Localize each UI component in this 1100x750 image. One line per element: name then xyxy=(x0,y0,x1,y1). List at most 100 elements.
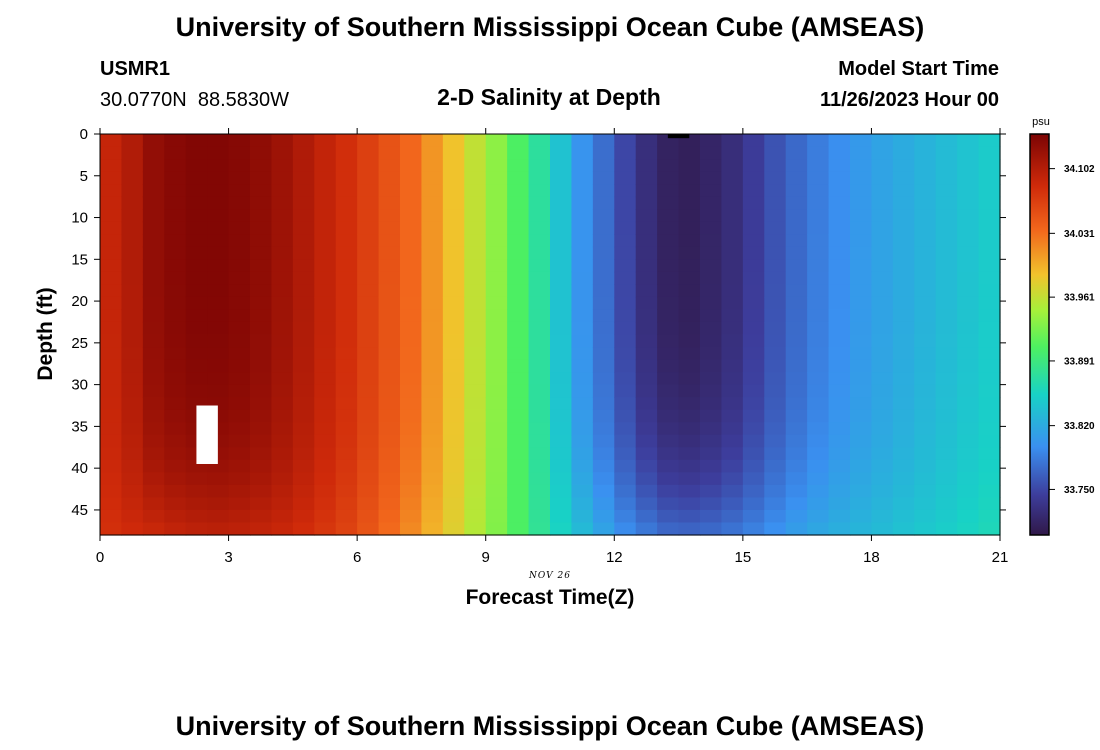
heatmap-cell xyxy=(357,284,380,298)
heatmap-cell xyxy=(764,246,787,260)
heatmap-cell xyxy=(507,146,530,160)
heatmap-cell xyxy=(678,409,701,423)
missing-data-regions xyxy=(196,134,690,464)
heatmap-cell xyxy=(764,372,787,386)
heatmap-cell xyxy=(507,359,530,373)
heatmap-cell xyxy=(271,146,294,160)
heatmap-cell xyxy=(914,309,937,323)
heatmap-cell xyxy=(485,209,508,223)
heatmap-cell xyxy=(292,209,315,223)
heatmap-cell xyxy=(250,334,273,348)
colorbar-ticks: 34.102 34.031 33.961 33.891 33.820 33.750 xyxy=(1049,164,1095,496)
heatmap-cell xyxy=(485,497,508,511)
heatmap-cell xyxy=(485,372,508,386)
heatmap-cell xyxy=(978,309,1001,323)
heatmap-cell xyxy=(250,259,273,273)
heatmap-cell xyxy=(935,359,958,373)
heatmap-cell xyxy=(185,522,208,536)
heatmap-cell xyxy=(185,296,208,311)
heatmap-cell xyxy=(142,422,165,436)
heatmap-cell xyxy=(507,422,530,436)
heatmap-cell xyxy=(528,409,551,423)
heatmap-cell xyxy=(785,422,808,436)
heatmap-cell xyxy=(592,384,615,398)
heatmap-cell xyxy=(850,321,873,336)
heatmap-cell xyxy=(507,271,530,285)
heatmap-cell xyxy=(550,259,573,273)
heatmap-cell xyxy=(400,422,423,436)
heatmap-cell xyxy=(721,309,744,323)
heatmap-cell xyxy=(785,334,808,348)
heatmap-cell xyxy=(271,134,294,148)
heatmap-cell xyxy=(207,359,230,373)
heatmap-cell xyxy=(850,497,873,511)
heatmap-cell xyxy=(142,484,165,499)
heatmap-cell xyxy=(550,359,573,373)
heatmap-cell xyxy=(914,397,937,411)
heatmap-cell xyxy=(442,334,465,348)
heatmap-cell xyxy=(335,397,358,411)
heatmap-cell xyxy=(592,472,615,486)
heatmap-cell xyxy=(978,334,1001,348)
heatmap-cell xyxy=(271,196,294,210)
heatmap-cell xyxy=(250,134,273,148)
heatmap-cell xyxy=(592,309,615,323)
heatmap-cell xyxy=(700,334,723,348)
heatmap-cell xyxy=(978,196,1001,210)
heatmap-cell xyxy=(335,334,358,348)
heatmap-cell xyxy=(378,522,401,536)
heatmap-cell xyxy=(785,522,808,536)
heatmap-cell xyxy=(742,321,765,336)
heatmap-cell xyxy=(550,334,573,348)
heatmap-cell xyxy=(614,196,637,210)
heatmap-cell xyxy=(935,422,958,436)
heatmap-cell xyxy=(421,484,444,499)
heatmap-cell xyxy=(892,472,915,486)
heatmap-cell xyxy=(250,509,273,524)
heatmap-cell xyxy=(507,522,530,536)
heatmap-cell xyxy=(742,159,765,173)
heatmap-cell xyxy=(271,397,294,411)
heatmap-cell xyxy=(914,221,937,235)
heatmap-cell xyxy=(764,472,787,486)
heatmap-cell xyxy=(785,171,808,185)
heatmap-cell xyxy=(207,159,230,173)
heatmap-cell xyxy=(292,334,315,348)
heatmap-cell xyxy=(892,321,915,336)
heatmap-cell xyxy=(807,459,830,473)
heatmap-cell xyxy=(421,459,444,473)
heatmap-cell xyxy=(892,497,915,511)
heatmap-cell xyxy=(721,409,744,423)
heatmap-cell xyxy=(935,296,958,311)
heatmap-cell xyxy=(292,459,315,473)
heatmap-cell xyxy=(442,397,465,411)
heatmap-cell xyxy=(314,397,337,411)
heatmap-cell xyxy=(764,347,787,361)
heatmap-cell xyxy=(742,246,765,260)
heatmap-cell xyxy=(421,359,444,373)
heatmap-cell xyxy=(785,209,808,223)
heatmap-cell xyxy=(700,221,723,235)
heatmap-cell xyxy=(978,284,1001,298)
heatmap-cell xyxy=(485,447,508,461)
heatmap-cell xyxy=(700,409,723,423)
heatmap-cell xyxy=(742,522,765,536)
heatmap-cell xyxy=(764,184,787,198)
heatmap-cell xyxy=(764,459,787,473)
heatmap-cell xyxy=(657,459,680,473)
heatmap-cell xyxy=(850,522,873,536)
heatmap-cell xyxy=(442,209,465,223)
heatmap-cell xyxy=(935,159,958,173)
heatmap-cell xyxy=(742,459,765,473)
colorbar-tick-label: 34.102 xyxy=(1064,164,1095,175)
heatmap-cell xyxy=(678,159,701,173)
heatmap-cell xyxy=(121,259,144,273)
heatmap-cell xyxy=(785,271,808,285)
heatmap-cell xyxy=(850,196,873,210)
heatmap-cell xyxy=(142,359,165,373)
heatmap-cell xyxy=(400,309,423,323)
heatmap-cell xyxy=(400,497,423,511)
heatmap-cell xyxy=(164,171,187,185)
heatmap-cell xyxy=(764,159,787,173)
heatmap-cell xyxy=(592,134,615,148)
